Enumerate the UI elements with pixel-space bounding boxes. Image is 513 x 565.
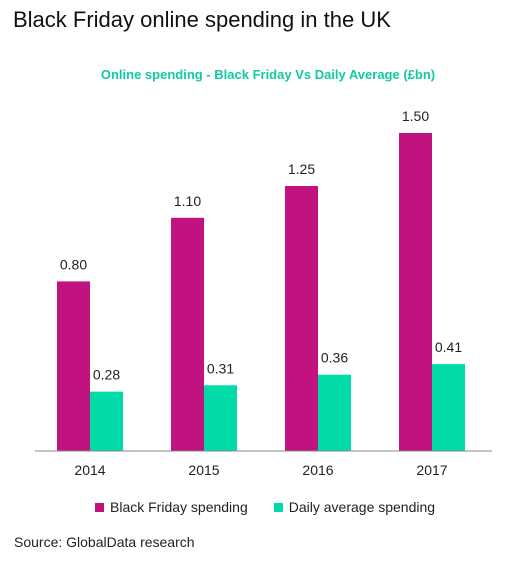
bar-daily-average-2015 xyxy=(204,385,237,451)
legend-item-black-friday: Black Friday spending xyxy=(95,499,248,515)
legend: Black Friday spending Daily average spen… xyxy=(95,499,461,515)
data-label-daily-average-2015: 0.31 xyxy=(207,360,234,376)
data-label-black-friday-2016: 1.25 xyxy=(288,161,315,177)
data-label-black-friday-2015: 1.10 xyxy=(174,193,201,209)
bar-black-friday-2016 xyxy=(285,186,318,451)
x-tick-label-2014: 2014 xyxy=(74,462,105,478)
legend-item-daily-average: Daily average spending xyxy=(273,499,436,515)
x-tick-label-2017: 2017 xyxy=(416,462,447,478)
legend-label-black-friday: Black Friday spending xyxy=(110,499,248,515)
data-label-daily-average-2014: 0.28 xyxy=(93,367,120,383)
bar-daily-average-2016 xyxy=(318,374,351,451)
x-tick-label-2016: 2016 xyxy=(302,462,333,478)
chart-title: Online spending - Black Friday Vs Daily … xyxy=(101,67,435,82)
data-label-daily-average-2017: 0.41 xyxy=(435,339,462,355)
bar-daily-average-2017 xyxy=(432,364,465,451)
data-label-black-friday-2014: 0.80 xyxy=(60,256,87,272)
x-tick-label-2015: 2015 xyxy=(188,462,219,478)
legend-swatch-black-friday xyxy=(95,502,104,512)
bar-black-friday-2015 xyxy=(171,217,204,451)
legend-swatch-daily-average xyxy=(273,502,283,512)
bar-black-friday-2017 xyxy=(399,133,432,451)
bar-daily-average-2014 xyxy=(90,391,123,451)
legend-label-daily-average: Daily average spending xyxy=(288,499,436,515)
source-note: Source: GlobalData research xyxy=(14,534,195,550)
data-label-daily-average-2016: 0.36 xyxy=(321,350,348,366)
data-label-black-friday-2017: 1.50 xyxy=(402,108,429,124)
bar-black-friday-2014 xyxy=(57,281,90,451)
page-title: Black Friday online spending in the UK xyxy=(13,7,391,32)
